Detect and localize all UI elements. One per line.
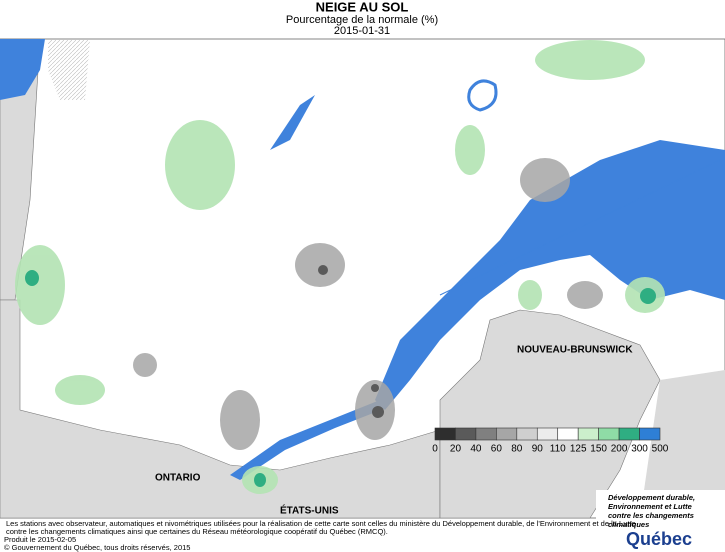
legend-label: 90 — [532, 444, 544, 455]
logo-text: Développement durable, — [608, 493, 695, 502]
legend-label: 80 — [511, 444, 523, 455]
legend-label: 60 — [491, 444, 503, 455]
legend-swatch — [496, 427, 518, 441]
legend-swatch — [557, 427, 579, 441]
legend-label: 150 — [590, 444, 607, 455]
legend-swatch — [639, 427, 661, 441]
region-label: ÉTATS-UNIS — [280, 504, 339, 517]
legend-swatch — [455, 427, 477, 441]
logo: Développement durable, Environnement et … — [596, 490, 725, 552]
legend-swatch — [475, 427, 497, 441]
legend-label: 20 — [450, 444, 462, 455]
legend-label: 110 — [550, 444, 566, 455]
region-label: ONTARIO — [155, 473, 201, 484]
logo-brand: Québec — [626, 529, 692, 549]
subtitle: Pourcentage de la normale (%) — [286, 14, 438, 26]
legend-swatch — [598, 427, 620, 441]
legend-swatch — [536, 427, 559, 441]
region-label: NOUVEAU-BRUNSWICK — [517, 345, 633, 356]
legend-label: 125 — [570, 444, 587, 455]
footer-copyright: © Gouvernement du Québec, tous droits ré… — [4, 543, 190, 552]
logo-text: Environnement et Lutte — [608, 502, 692, 511]
footer-note: Les stations avec observateur, automatiq… — [6, 519, 636, 528]
legend-label: 300 — [631, 444, 648, 455]
date: 2015-01-31 — [334, 25, 390, 37]
logo-text: contre les changements — [608, 511, 694, 520]
legend-swatch — [577, 427, 599, 441]
legend-swatch — [516, 427, 538, 441]
legend-label: 500 — [652, 444, 669, 455]
title: NEIGE AU SOL — [316, 0, 409, 14]
legend-swatch — [434, 427, 456, 441]
footer-note: contre les changements climatiques ainsi… — [6, 527, 388, 536]
logo-text: climatiques — [608, 520, 649, 529]
legend: 0 20 40 60 80 90 110 125 150 200 300 500 — [432, 427, 669, 455]
legend-swatch — [618, 427, 640, 441]
legend-label: 40 — [470, 444, 482, 455]
legend-label: 200 — [611, 444, 628, 455]
legend-label: 0 — [432, 444, 438, 455]
footer-produced: Produit le 2015-02-05 — [4, 535, 76, 544]
